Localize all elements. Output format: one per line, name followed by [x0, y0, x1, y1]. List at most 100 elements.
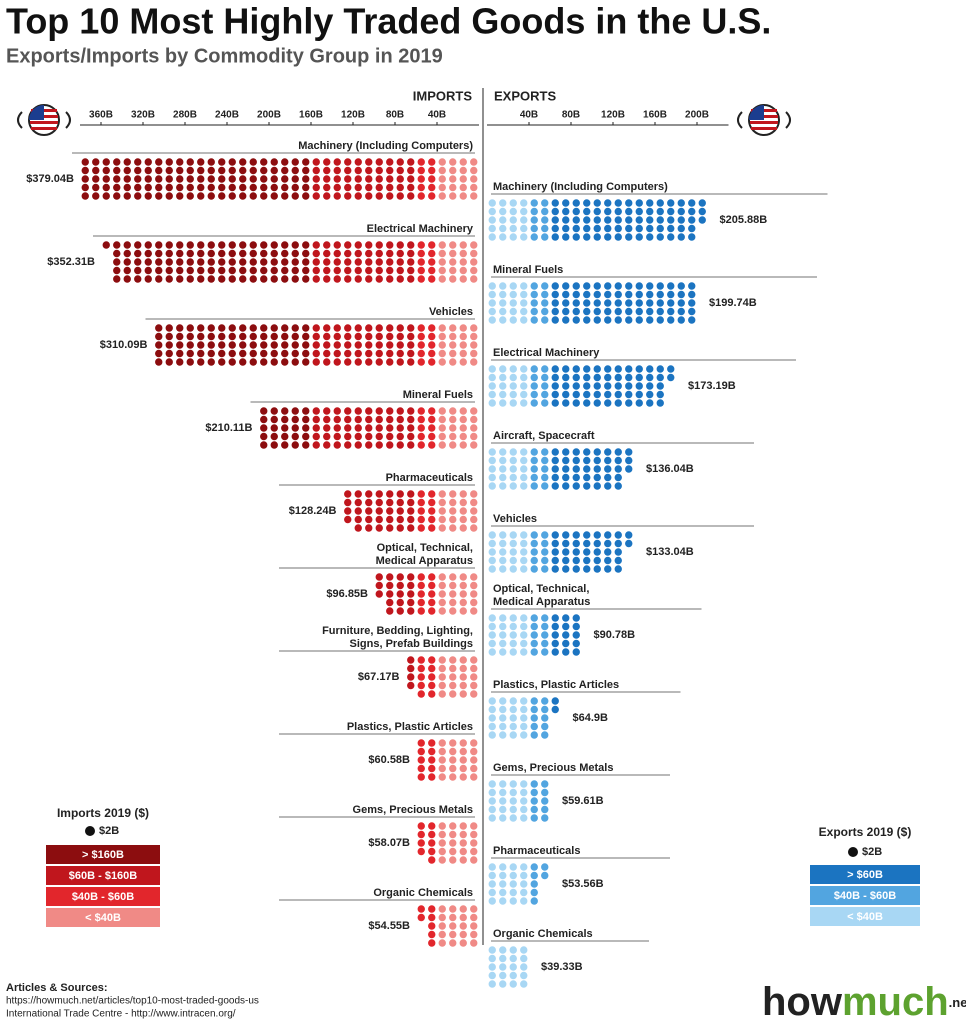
dot: [375, 415, 383, 424]
dot: [520, 233, 528, 241]
dot: [407, 656, 415, 664]
dot: [667, 316, 675, 324]
dot: [530, 216, 538, 224]
dot: [572, 373, 580, 382]
dot: [541, 705, 549, 714]
dot: [407, 498, 415, 507]
dot: [499, 207, 507, 216]
dot: [396, 424, 404, 432]
dot: [365, 358, 373, 366]
dot: [499, 382, 507, 390]
dot: [102, 175, 110, 183]
dot-row: [488, 697, 559, 739]
dot: [155, 166, 163, 175]
dot: [593, 399, 601, 407]
dot: [165, 241, 173, 249]
dot: [344, 507, 352, 515]
dot: [417, 590, 425, 598]
legend-band-label: > $160B: [82, 849, 124, 861]
dot: [396, 573, 404, 581]
dot: [449, 656, 457, 664]
dot: [488, 805, 496, 814]
dot: [281, 275, 289, 283]
dot: [375, 166, 383, 175]
dot: [625, 399, 633, 407]
dot: [365, 424, 373, 432]
dot: [488, 565, 496, 573]
dot: [449, 607, 457, 615]
dot: [449, 847, 457, 856]
dot: [386, 581, 394, 590]
dot: [186, 183, 194, 192]
dot: [438, 847, 446, 856]
dot: [449, 673, 457, 681]
dot: [354, 407, 362, 415]
dot: [155, 175, 163, 183]
dot: [530, 639, 538, 648]
dot: [509, 946, 517, 954]
dot: [562, 456, 570, 465]
dot: [197, 183, 205, 192]
dot: [614, 307, 622, 316]
dot: [323, 241, 331, 249]
dot: [270, 275, 278, 283]
dot: [530, 697, 538, 705]
dot: [218, 175, 226, 183]
x-tick-label: 200B: [685, 110, 709, 121]
dot: [470, 598, 478, 607]
dot: [459, 690, 467, 698]
dot: [417, 747, 425, 756]
dot: [312, 275, 320, 283]
dot: [520, 290, 528, 299]
dot: [541, 731, 549, 739]
dot: [562, 622, 570, 631]
dot: [499, 556, 507, 565]
dot: [407, 183, 415, 192]
dot: [407, 258, 415, 266]
category-label: Vehicles: [493, 513, 537, 525]
dot: [520, 814, 528, 822]
dot: [407, 664, 415, 673]
dot: [365, 275, 373, 283]
dot: [354, 158, 362, 166]
dot: [470, 939, 478, 947]
x-tick-label: 80B: [386, 110, 404, 121]
dot: [656, 399, 664, 407]
dot: [438, 656, 446, 664]
dot: [155, 324, 163, 332]
dot: [459, 158, 467, 166]
dot: [312, 432, 320, 441]
dot: [541, 805, 549, 814]
dot: [509, 548, 517, 556]
dot: [144, 275, 152, 283]
dot: [291, 358, 299, 366]
dot: [165, 266, 173, 275]
dot: [344, 407, 352, 415]
dot: [614, 373, 622, 382]
dot: [520, 199, 528, 207]
dot: [470, 773, 478, 781]
dot: [428, 656, 436, 664]
dot: [499, 880, 507, 888]
dot: [386, 275, 394, 283]
dot: [677, 282, 685, 290]
dot: [614, 456, 622, 465]
dot: [551, 465, 559, 473]
dot: [375, 258, 383, 266]
dot: [92, 175, 100, 183]
dot: [646, 299, 654, 307]
dot: [562, 465, 570, 473]
dot: [470, 690, 478, 698]
dot: [417, 664, 425, 673]
dot: [499, 722, 507, 731]
dot: [509, 797, 517, 805]
dot: [260, 415, 268, 424]
dot: [572, 199, 580, 207]
dot: [428, 275, 436, 283]
dot: [470, 590, 478, 598]
dot: [428, 415, 436, 424]
dot: [375, 498, 383, 507]
dot: [646, 199, 654, 207]
dot: [165, 175, 173, 183]
dot: [604, 390, 612, 399]
